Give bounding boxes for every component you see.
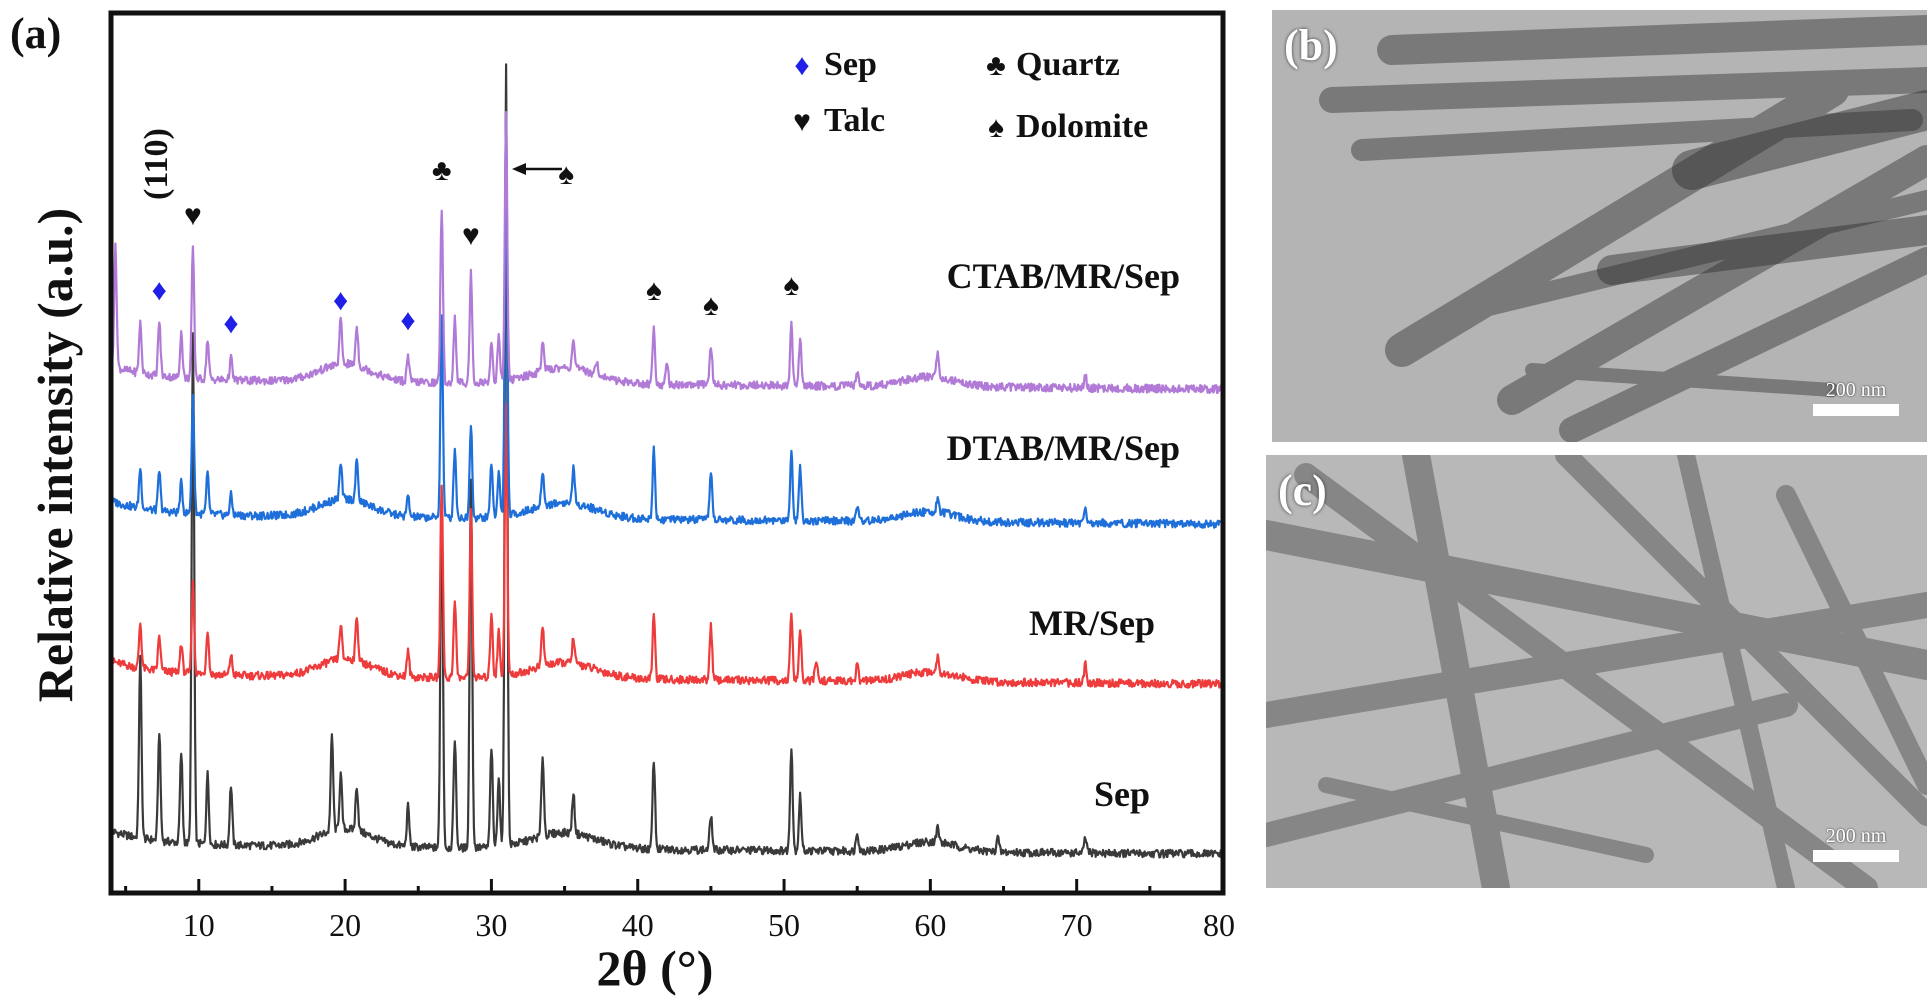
series-line-mr-sep <box>110 402 1225 689</box>
tem-image-b: (b) 200 nm <box>1272 10 1927 442</box>
scale-bar-c: 200 nm <box>1813 825 1899 862</box>
dolomite-marker-icon: ♠ <box>558 158 574 191</box>
sep-marker-icon: ♦ <box>333 284 348 317</box>
sep-marker-icon: ♦ <box>223 307 238 340</box>
legend: ♦ Sep ♥ Talc ♣ Quartz ♠ Dolomite <box>793 46 1148 145</box>
sep-marker-icon: ♦ <box>152 274 167 307</box>
x-tick-label: 10 <box>183 907 215 943</box>
panel-a-label: (a) <box>10 9 62 58</box>
dolomite-marker-icon: ♠ <box>783 269 799 302</box>
legend-talc-label: Talc <box>824 102 885 139</box>
y-axis-label: Relative intensity (a.u.) <box>27 208 83 702</box>
scale-bar-b: 200 nm <box>1813 379 1899 416</box>
dolomite-arrow <box>512 163 562 175</box>
x-tick-label: 80 <box>1203 907 1235 943</box>
series-line-dtab-mr-sep <box>110 116 1224 529</box>
legend-dolomite-marker-icon: ♠ <box>988 111 1004 144</box>
sep-marker-icon: ♦ <box>400 304 415 337</box>
x-axis-label: 2θ (°) <box>597 940 714 996</box>
xrd-chart: 10 20 30 40 50 60 70 80 ♦ ♥ ♦ ♦ ♦ ♣ ♥ ♠ ♠ ♠ ♠ Relative in… <box>27 10 1235 996</box>
panel-c-label: (c) <box>1278 466 1327 515</box>
legend-quartz-marker-icon: ♣ <box>986 49 1006 82</box>
x-tick-label: 60 <box>914 907 946 943</box>
scale-bar-b-text: 200 nm <box>1825 379 1887 401</box>
plot-series-group <box>109 63 1225 859</box>
legend-sep-label: Sep <box>824 46 877 83</box>
plane-110-label: (110) <box>138 128 175 200</box>
x-tick-label: 70 <box>1061 907 1093 943</box>
x-axis: 10 20 30 40 50 60 70 80 <box>124 879 1235 943</box>
series-label-ctab: CTAB/MR/Sep <box>947 256 1180 296</box>
quartz-marker-icon: ♣ <box>432 154 452 187</box>
x-tick-label: 30 <box>475 907 507 943</box>
scale-bar-c-text: 200 nm <box>1825 825 1887 847</box>
dolomite-marker-icon: ♠ <box>703 289 719 322</box>
series-line-ctab-mr-sep <box>109 110 1224 395</box>
series-label-dtab: DTAB/MR/Sep <box>947 428 1180 468</box>
legend-dolomite-label: Dolomite <box>1016 108 1148 145</box>
tem-image-c: (c) 200 nm <box>1266 455 1927 888</box>
talc-marker-icon: ♥ <box>462 219 480 252</box>
talc-marker-icon: ♥ <box>184 199 202 232</box>
scale-bar-b-line <box>1813 404 1899 416</box>
plot-frame <box>108 10 1226 896</box>
x-tick-label: 20 <box>329 907 361 943</box>
dolomite-marker-icon: ♠ <box>646 274 662 307</box>
legend-quartz-label: Quartz <box>1016 46 1120 83</box>
phase-markers: ♦ ♥ ♦ ♦ ♦ ♣ ♥ ♠ ♠ ♠ ♠ <box>152 154 800 340</box>
series-label-sep: Sep <box>1094 774 1150 814</box>
legend-talc-marker-icon: ♥ <box>793 105 811 138</box>
legend-sep-marker-icon: ♦ <box>794 49 809 82</box>
panel-b-label: (b) <box>1284 21 1338 70</box>
scale-bar-c-line <box>1813 850 1899 862</box>
series-line-sep <box>109 63 1225 859</box>
x-tick-label: 50 <box>768 907 800 943</box>
x-tick-label: 40 <box>622 907 654 943</box>
series-label-mrsep: MR/Sep <box>1029 603 1155 643</box>
